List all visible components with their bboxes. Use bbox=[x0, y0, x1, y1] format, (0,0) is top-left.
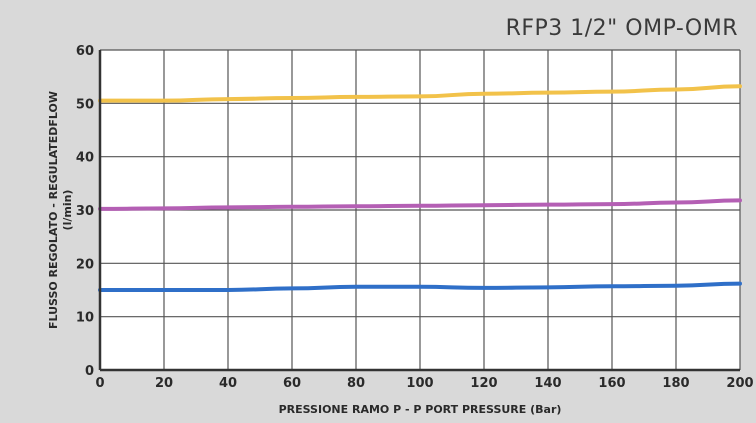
x-tick-label-6: 120 bbox=[470, 376, 497, 391]
chart-title: RFP3 1/2" OMP-OMR bbox=[506, 16, 738, 41]
y-tick-label-6: 60 bbox=[76, 44, 94, 59]
series-line-2 bbox=[98, 281, 742, 292]
x-axis-label: PRESSIONE RAMO P - P PORT PRESSURE (Bar) bbox=[279, 403, 562, 416]
y-tick-label-5: 50 bbox=[76, 97, 94, 112]
y-axis-unit: (l/min) bbox=[61, 190, 74, 231]
x-tick-label-7: 140 bbox=[534, 376, 561, 391]
y-tick-label-3: 30 bbox=[76, 204, 94, 219]
grid bbox=[100, 49, 741, 370]
y-tick-label-1: 10 bbox=[76, 311, 94, 326]
x-tick-label-8: 160 bbox=[598, 376, 625, 391]
y-axis-label-group: FLUSSO REGOLATO - REGULATEDFLOW (l/min) bbox=[47, 91, 74, 329]
series-line-0 bbox=[98, 84, 742, 103]
y-tick-label-0: 0 bbox=[85, 364, 94, 379]
x-tick-label-1: 20 bbox=[155, 376, 173, 391]
x-tick-label-9: 180 bbox=[662, 376, 689, 391]
series-line-1 bbox=[98, 198, 742, 211]
tick-labels: 0 20 40 60 80 100 120 140 160 180 200 0 10 20 30 40 50 60 bbox=[76, 44, 754, 391]
y-tick-label-4: 40 bbox=[76, 151, 94, 166]
y-tick-label-2: 20 bbox=[76, 257, 94, 272]
series-layer bbox=[98, 84, 742, 292]
y-axis-label: FLUSSO REGOLATO - REGULATEDFLOW bbox=[47, 91, 60, 329]
axes bbox=[98, 50, 740, 372]
x-tick-label-5: 100 bbox=[406, 376, 433, 391]
x-tick-label-2: 40 bbox=[219, 376, 237, 391]
x-tick-label-3: 60 bbox=[283, 376, 301, 391]
x-tick-label-10: 200 bbox=[726, 376, 753, 391]
x-tick-label-4: 80 bbox=[347, 376, 365, 391]
x-tick-label-0: 0 bbox=[95, 376, 104, 391]
